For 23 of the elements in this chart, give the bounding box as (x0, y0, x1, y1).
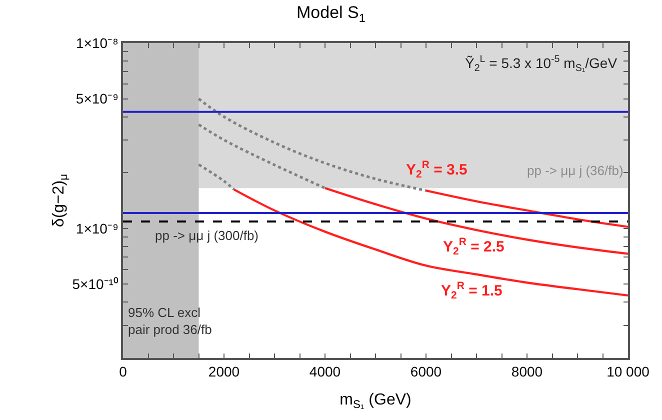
y-tick-label: 1×10⁻⁹ (76, 220, 118, 236)
x-tick-label: 2000 (208, 364, 240, 380)
x-tick-label: 8000 (511, 364, 543, 380)
x-tick-label: 4000 (309, 364, 341, 380)
chart-title: Model S$_{1}$ (296, 3, 366, 25)
series-label: Y$_{2}$$^{R}$ = 1.5 (441, 280, 502, 302)
series-label: Y$_{2}$$^{R}$ = 2.5 (443, 236, 504, 258)
x-axis-title: m$_{S₁}$ (GeV) (340, 392, 412, 412)
y-tick-label: 1×10⁻⁸ (76, 34, 119, 51)
x-tick-label: 10 000 (606, 364, 650, 380)
band-label: 95% CL excl pair prod 36/fb (128, 305, 212, 337)
x-tick-label: 0 (119, 364, 128, 380)
annotation: Ỹ$_{2}$$^{L}$ = 5.3 x 10$^{-5}$ m$_{S₁}$/GeV (465, 54, 618, 74)
band-label: pp -> μμ j (36/fb) (527, 163, 624, 178)
x-tick-label: 6000 (410, 364, 442, 380)
y-tick-label: 5×10⁻⁹ (76, 90, 118, 107)
line-series (424, 189, 628, 228)
y-tick-label: 5×10⁻¹⁰ (72, 276, 118, 292)
series-label: Y$_{2}$$^{R}$ = 3.5 (406, 159, 468, 180)
line-series (324, 186, 628, 255)
line-series (197, 98, 428, 192)
ref-line-label: pp -> μμ j (300/fb) (155, 228, 258, 243)
line-series (197, 123, 326, 190)
